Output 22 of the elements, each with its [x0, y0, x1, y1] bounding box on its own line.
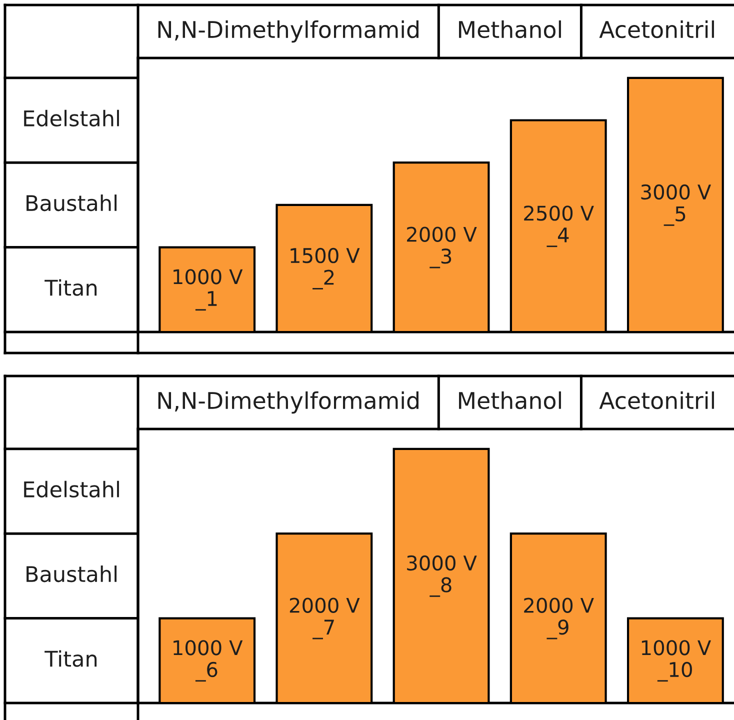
- text: Acetonitril: [599, 391, 714, 410]
- text: Edelstahl: [24, 110, 119, 126]
- text: Methanol: [459, 20, 561, 38]
- text: Edelstahl: [24, 480, 119, 498]
- text: Acetonitril: [599, 20, 714, 38]
- text: Methanol: [459, 391, 561, 410]
- text: Baustahl: [26, 194, 117, 212]
- text: Titan: [44, 279, 97, 296]
- data-label: 2000 V _7: [290, 598, 360, 640]
- data-label: 2000 V _9: [524, 598, 594, 640]
- data-label: 2500 V _4: [524, 206, 594, 248]
- text: Titan: [44, 650, 97, 667]
- data-label: 3000 V _5: [641, 184, 711, 226]
- data-label: 2000 V _3: [407, 226, 477, 268]
- text: N,N-Dimethylformamid: [158, 391, 418, 414]
- data-label: 3000 V _8: [407, 555, 477, 597]
- text: Baustahl: [26, 566, 117, 582]
- data-label: 1000 V _1: [174, 269, 243, 311]
- text: N,N-Dimethylformamid: [158, 20, 418, 43]
- data-label: 1000 V _10: [642, 640, 711, 682]
- data-label: 1500 V _2: [290, 248, 360, 290]
- data-label: 1000 V _6: [174, 640, 243, 682]
